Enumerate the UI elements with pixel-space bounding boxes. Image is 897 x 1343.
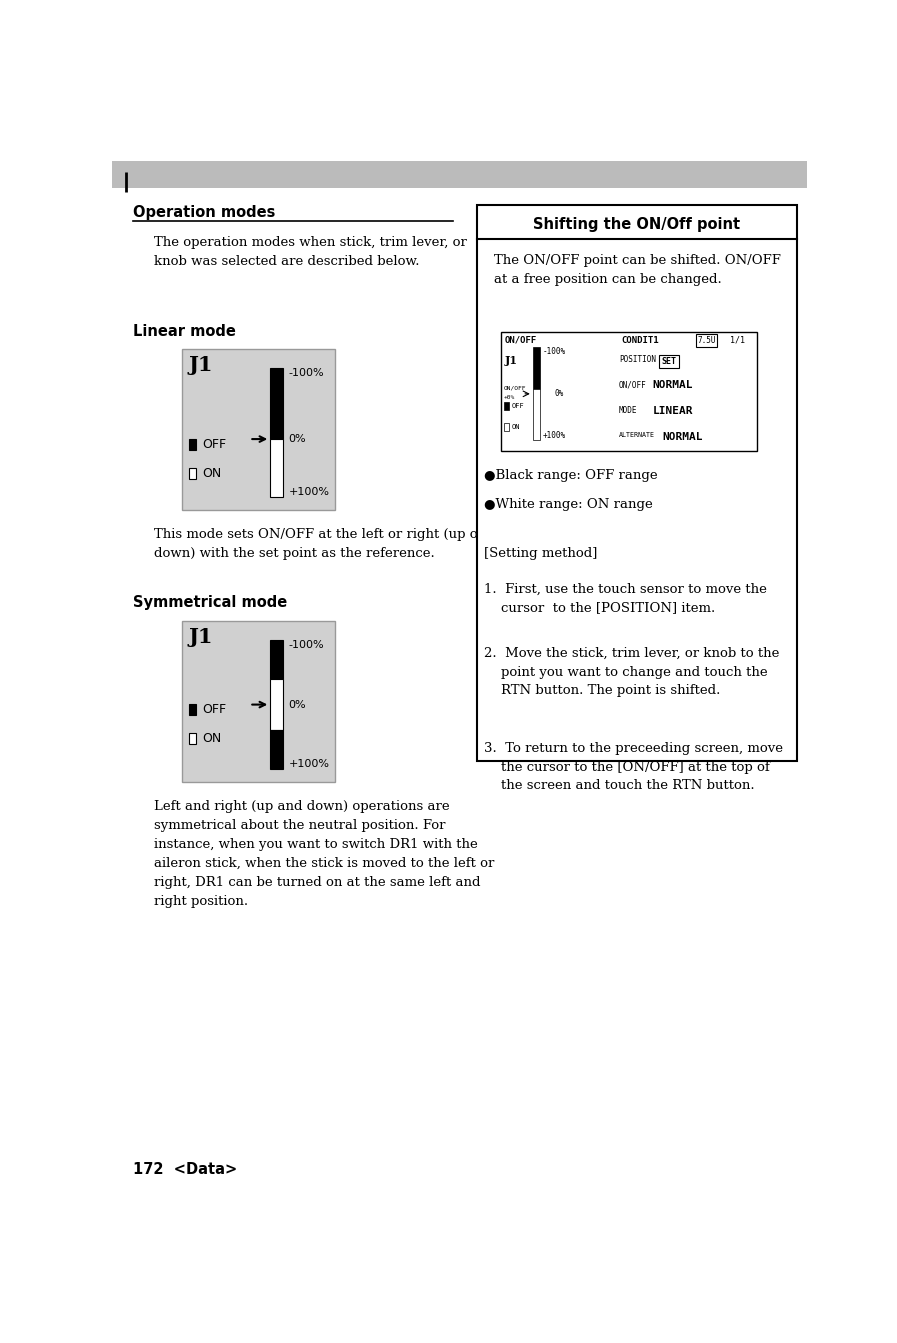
Bar [188, 733, 196, 744]
Bar [477, 204, 797, 761]
Text: OFF: OFF [202, 704, 226, 716]
Text: Shifting the ON/Off point: Shifting the ON/Off point [534, 218, 741, 232]
Text: J1: J1 [188, 627, 213, 646]
Bar [270, 731, 283, 770]
Text: This mode sets ON/OFF at the left or right (up or
down) with the set point as th: This mode sets ON/OFF at the left or rig… [154, 528, 483, 560]
Text: 0%: 0% [288, 434, 306, 445]
Bar [270, 678, 283, 731]
Text: -100%: -100% [288, 368, 324, 377]
Text: 3.  To return to the preceeding screen, move
    the cursor to the [ON/OFF] at t: 3. To return to the preceeding screen, m… [484, 743, 783, 792]
Text: ON: ON [202, 467, 221, 479]
Text: [Setting method]: [Setting method] [484, 547, 597, 560]
Text: LINEAR: LINEAR [652, 406, 693, 416]
Text: 172  <Data>: 172 <Data> [133, 1162, 237, 1176]
Text: OFF: OFF [512, 403, 525, 410]
Text: 2.  Move the stick, trim lever, or knob to the
    point you want to change and : 2. Move the stick, trim lever, or knob t… [484, 647, 779, 697]
Text: ON/OFF: ON/OFF [503, 385, 526, 391]
Text: POSITION: POSITION [619, 355, 656, 364]
Text: Linear mode: Linear mode [133, 324, 236, 338]
Text: J1: J1 [505, 355, 518, 365]
Bar [503, 402, 509, 411]
Text: ●Black range: OFF range: ●Black range: OFF range [484, 469, 658, 482]
Text: Left and right (up and down) operations are
symmetrical about the neutral positi: Left and right (up and down) operations … [154, 800, 494, 908]
Text: 1.  First, use the touch sensor to move the
    cursor  to the [POSITION] item.: 1. First, use the touch sensor to move t… [484, 583, 767, 615]
Text: 0%: 0% [555, 389, 564, 399]
Text: +0%: +0% [503, 395, 515, 400]
Bar [188, 467, 196, 479]
Text: CONDIT1: CONDIT1 [622, 336, 659, 345]
Bar [188, 704, 196, 716]
Bar [270, 641, 283, 678]
Bar [181, 622, 335, 782]
Text: -100%: -100% [288, 641, 324, 650]
Bar [533, 389, 540, 441]
Bar [533, 348, 540, 389]
Text: ON: ON [512, 424, 520, 430]
Bar [270, 368, 283, 439]
Bar [112, 161, 807, 188]
Text: 1/1: 1/1 [730, 336, 745, 345]
Text: ON: ON [202, 732, 221, 745]
Text: NORMAL: NORMAL [652, 380, 693, 391]
Bar [696, 334, 717, 348]
Bar [270, 439, 283, 497]
Text: ON/OFF: ON/OFF [505, 336, 537, 345]
Bar [503, 423, 509, 431]
Text: J1: J1 [188, 355, 213, 375]
Bar [501, 332, 757, 451]
Bar [181, 349, 335, 509]
Text: 0%: 0% [288, 700, 306, 709]
Text: Symmetrical mode: Symmetrical mode [133, 595, 287, 611]
Text: NORMAL: NORMAL [662, 432, 702, 442]
Text: -100%: -100% [543, 348, 566, 356]
Text: Operation modes: Operation modes [133, 204, 275, 220]
Text: +100%: +100% [288, 759, 329, 770]
Text: ALTERNATE: ALTERNATE [619, 432, 655, 438]
Bar [659, 355, 679, 368]
Text: ON/OFF: ON/OFF [619, 380, 647, 389]
Text: +100%: +100% [288, 488, 329, 497]
Bar [188, 439, 196, 450]
Text: +100%: +100% [543, 431, 566, 441]
Text: 7.5U: 7.5U [697, 336, 716, 345]
Text: ●White range: ON range: ●White range: ON range [484, 498, 653, 512]
Text: MODE: MODE [619, 406, 638, 415]
Text: The operation modes when stick, trim lever, or
knob was selected are described b: The operation modes when stick, trim lev… [154, 235, 466, 267]
Text: The ON/OFF point can be shifted. ON/OFF
at a free position can be changed.: The ON/OFF point can be shifted. ON/OFF … [494, 254, 781, 286]
Text: OFF: OFF [202, 438, 226, 451]
Text: SET: SET [662, 357, 676, 365]
